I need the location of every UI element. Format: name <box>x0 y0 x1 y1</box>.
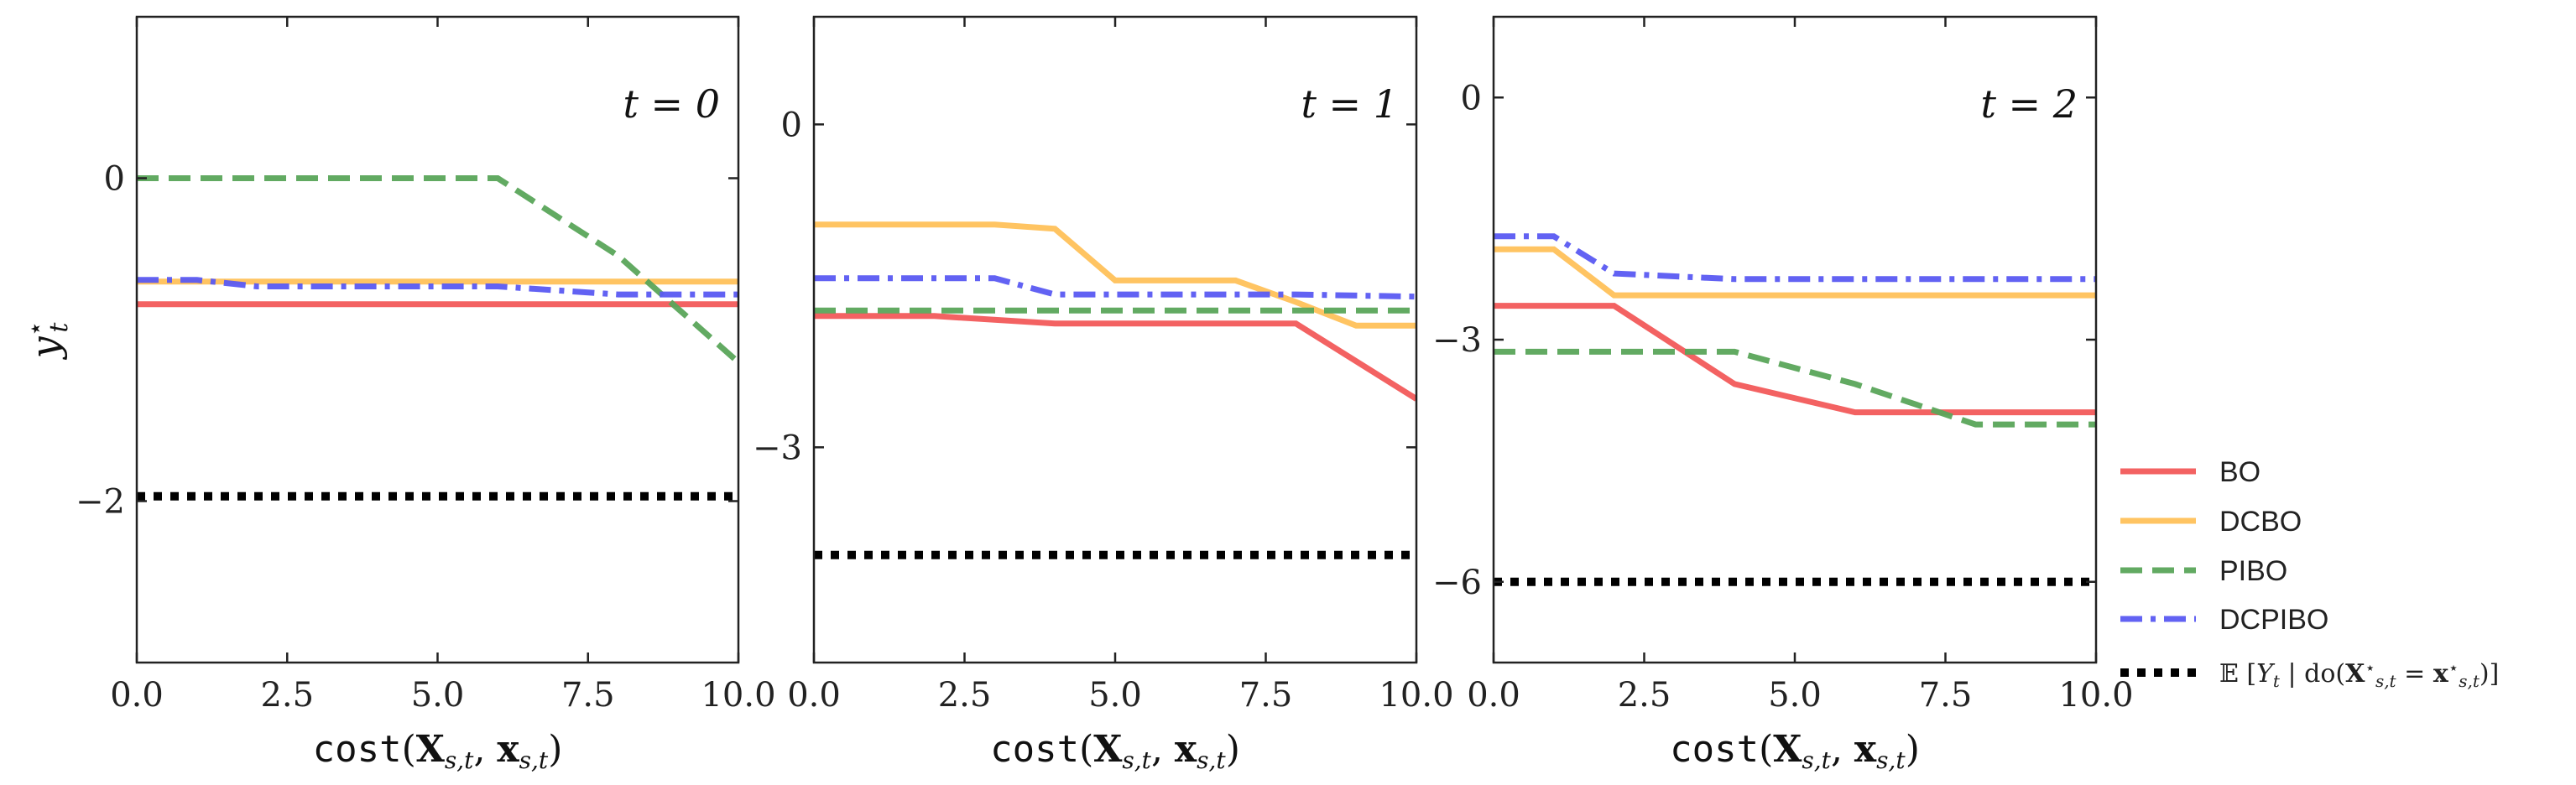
svg-text:y⋆t: y⋆t <box>21 321 74 361</box>
legend-label: DCPIBO <box>2219 604 2328 636</box>
x-tick-label: 10.0 <box>2058 676 2133 715</box>
y-tick-label: −2 <box>76 483 125 522</box>
panel-label: t = 2 <box>1980 81 2078 127</box>
x-tick-label: 7.5 <box>561 676 615 715</box>
x-tick-label: 5.0 <box>1768 676 1822 715</box>
legend-label: DCBO <box>2219 506 2302 538</box>
legend-label: PIBO <box>2219 555 2287 587</box>
series-line-dcbo <box>814 221 1416 329</box>
legend-item-pibo: PIBO <box>2120 555 2287 587</box>
series-line-dcbo <box>1494 246 2096 299</box>
series-line-dcpibo <box>137 277 738 298</box>
x-axis-label: cost(Xs,t, xs,t) <box>313 728 563 774</box>
series-line-bo <box>814 313 1416 402</box>
series-line-pibo <box>137 175 738 365</box>
y-tick-label: 0 <box>104 160 125 199</box>
x-tick-label: 7.5 <box>1239 676 1293 715</box>
x-tick-label: 5.0 <box>411 676 465 715</box>
x-tick-label: 0.0 <box>1467 676 1520 715</box>
chart-panel-1: 0.0 2.5 5.0 7.5 10.0 0 −2 t = 0 cost(Xs,t, xs,t) <box>76 15 776 774</box>
x-tick-label: 7.5 <box>1919 676 1973 715</box>
legend-item-expectation: 𝔼 [Yt | do(X⋆s,t = x⋆s,t)] <box>2120 658 2499 691</box>
legend-label: 𝔼 [Yt | do(X⋆s,t = x⋆s,t)] <box>2219 658 2499 691</box>
x-axis-label: cost(Xs,t, xs,t) <box>990 728 1240 774</box>
y-axis-label: y⋆t <box>21 321 74 361</box>
x-tick-label: 2.5 <box>260 676 314 715</box>
x-axis-label: cost(Xs,t, xs,t) <box>1670 728 1920 774</box>
panel-label: t = 0 <box>623 81 720 127</box>
legend-item-bo: BO <box>2120 456 2261 488</box>
x-tick-label: 2.5 <box>938 676 992 715</box>
y-tick-label: −3 <box>753 429 802 467</box>
x-tick-label: 2.5 <box>1618 676 1671 715</box>
x-tick-label: 5.0 <box>1088 676 1142 715</box>
y-tick-label: 0 <box>781 106 802 144</box>
legend-label: BO <box>2219 456 2261 488</box>
chart-panel-2: 0.0 2.5 5.0 7.5 10.0 0 −3 t = 1 cost(Xs,t, xs,t) <box>753 15 1454 774</box>
y-tick-label: 0 <box>1461 79 1482 117</box>
legend-item-dcpibo: DCPIBO <box>2120 604 2328 636</box>
series-group <box>814 221 1416 559</box>
x-tick-label: 0.0 <box>110 676 164 715</box>
panel-label: t = 1 <box>1301 81 1398 127</box>
y-tick-label: −6 <box>1432 564 1482 602</box>
series-group <box>1494 233 2096 586</box>
x-tick-label: 10.0 <box>701 676 775 715</box>
series-group <box>137 175 738 501</box>
legend: BO DCBO PIBO DCPIBO 𝔼 [Yt | do(X⋆s,t = x⋆s,t… <box>2120 456 2499 691</box>
x-tick-label: 0.0 <box>787 676 841 715</box>
series-line-pibo <box>1494 348 2096 428</box>
chart-panel-3: 0.0 2.5 5.0 7.5 10.0 0 −3 −6 t = 2 cost(Xs,t, xs,… <box>1432 15 2134 774</box>
y-tick-label: −3 <box>1432 321 1482 360</box>
series-line-dcpibo <box>1494 233 2096 283</box>
x-tick-label: 10.0 <box>1379 676 1453 715</box>
series-line-dcpibo <box>814 275 1416 300</box>
series-line-bo <box>1494 303 2096 416</box>
legend-item-dcbo: DCBO <box>2120 506 2302 538</box>
